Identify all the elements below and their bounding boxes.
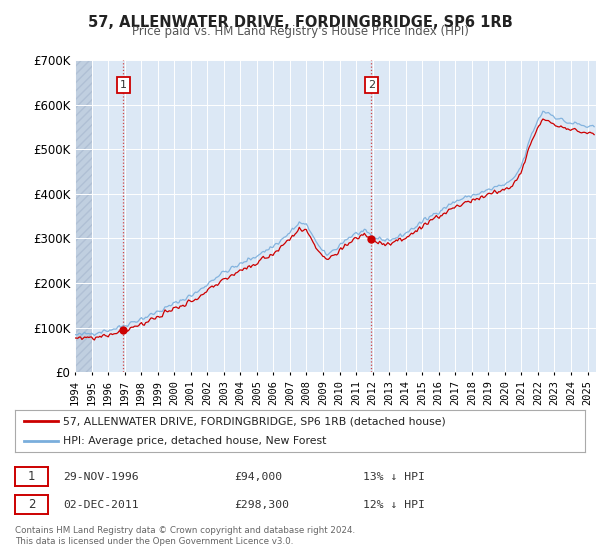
Text: Price paid vs. HM Land Registry's House Price Index (HPI): Price paid vs. HM Land Registry's House … [131,25,469,38]
Text: 57, ALLENWATER DRIVE, FORDINGBRIDGE, SP6 1RB: 57, ALLENWATER DRIVE, FORDINGBRIDGE, SP6… [88,15,512,30]
Text: £94,000: £94,000 [234,472,282,482]
Text: Contains HM Land Registry data © Crown copyright and database right 2024.
This d: Contains HM Land Registry data © Crown c… [15,526,355,546]
Bar [75,60,92,372]
Text: 13% ↓ HPI: 13% ↓ HPI [363,472,425,482]
Text: HPI: Average price, detached house, New Forest: HPI: Average price, detached house, New … [64,436,327,446]
Text: 12% ↓ HPI: 12% ↓ HPI [363,500,425,510]
Text: 2: 2 [368,80,375,90]
Text: 57, ALLENWATER DRIVE, FORDINGBRIDGE, SP6 1RB (detached house): 57, ALLENWATER DRIVE, FORDINGBRIDGE, SP6… [64,416,446,426]
Text: 1: 1 [119,80,127,90]
Text: 29-NOV-1996: 29-NOV-1996 [63,472,139,482]
Text: 1: 1 [28,470,35,483]
Text: £298,300: £298,300 [234,500,289,510]
Text: 2: 2 [28,498,35,511]
Text: 02-DEC-2011: 02-DEC-2011 [63,500,139,510]
